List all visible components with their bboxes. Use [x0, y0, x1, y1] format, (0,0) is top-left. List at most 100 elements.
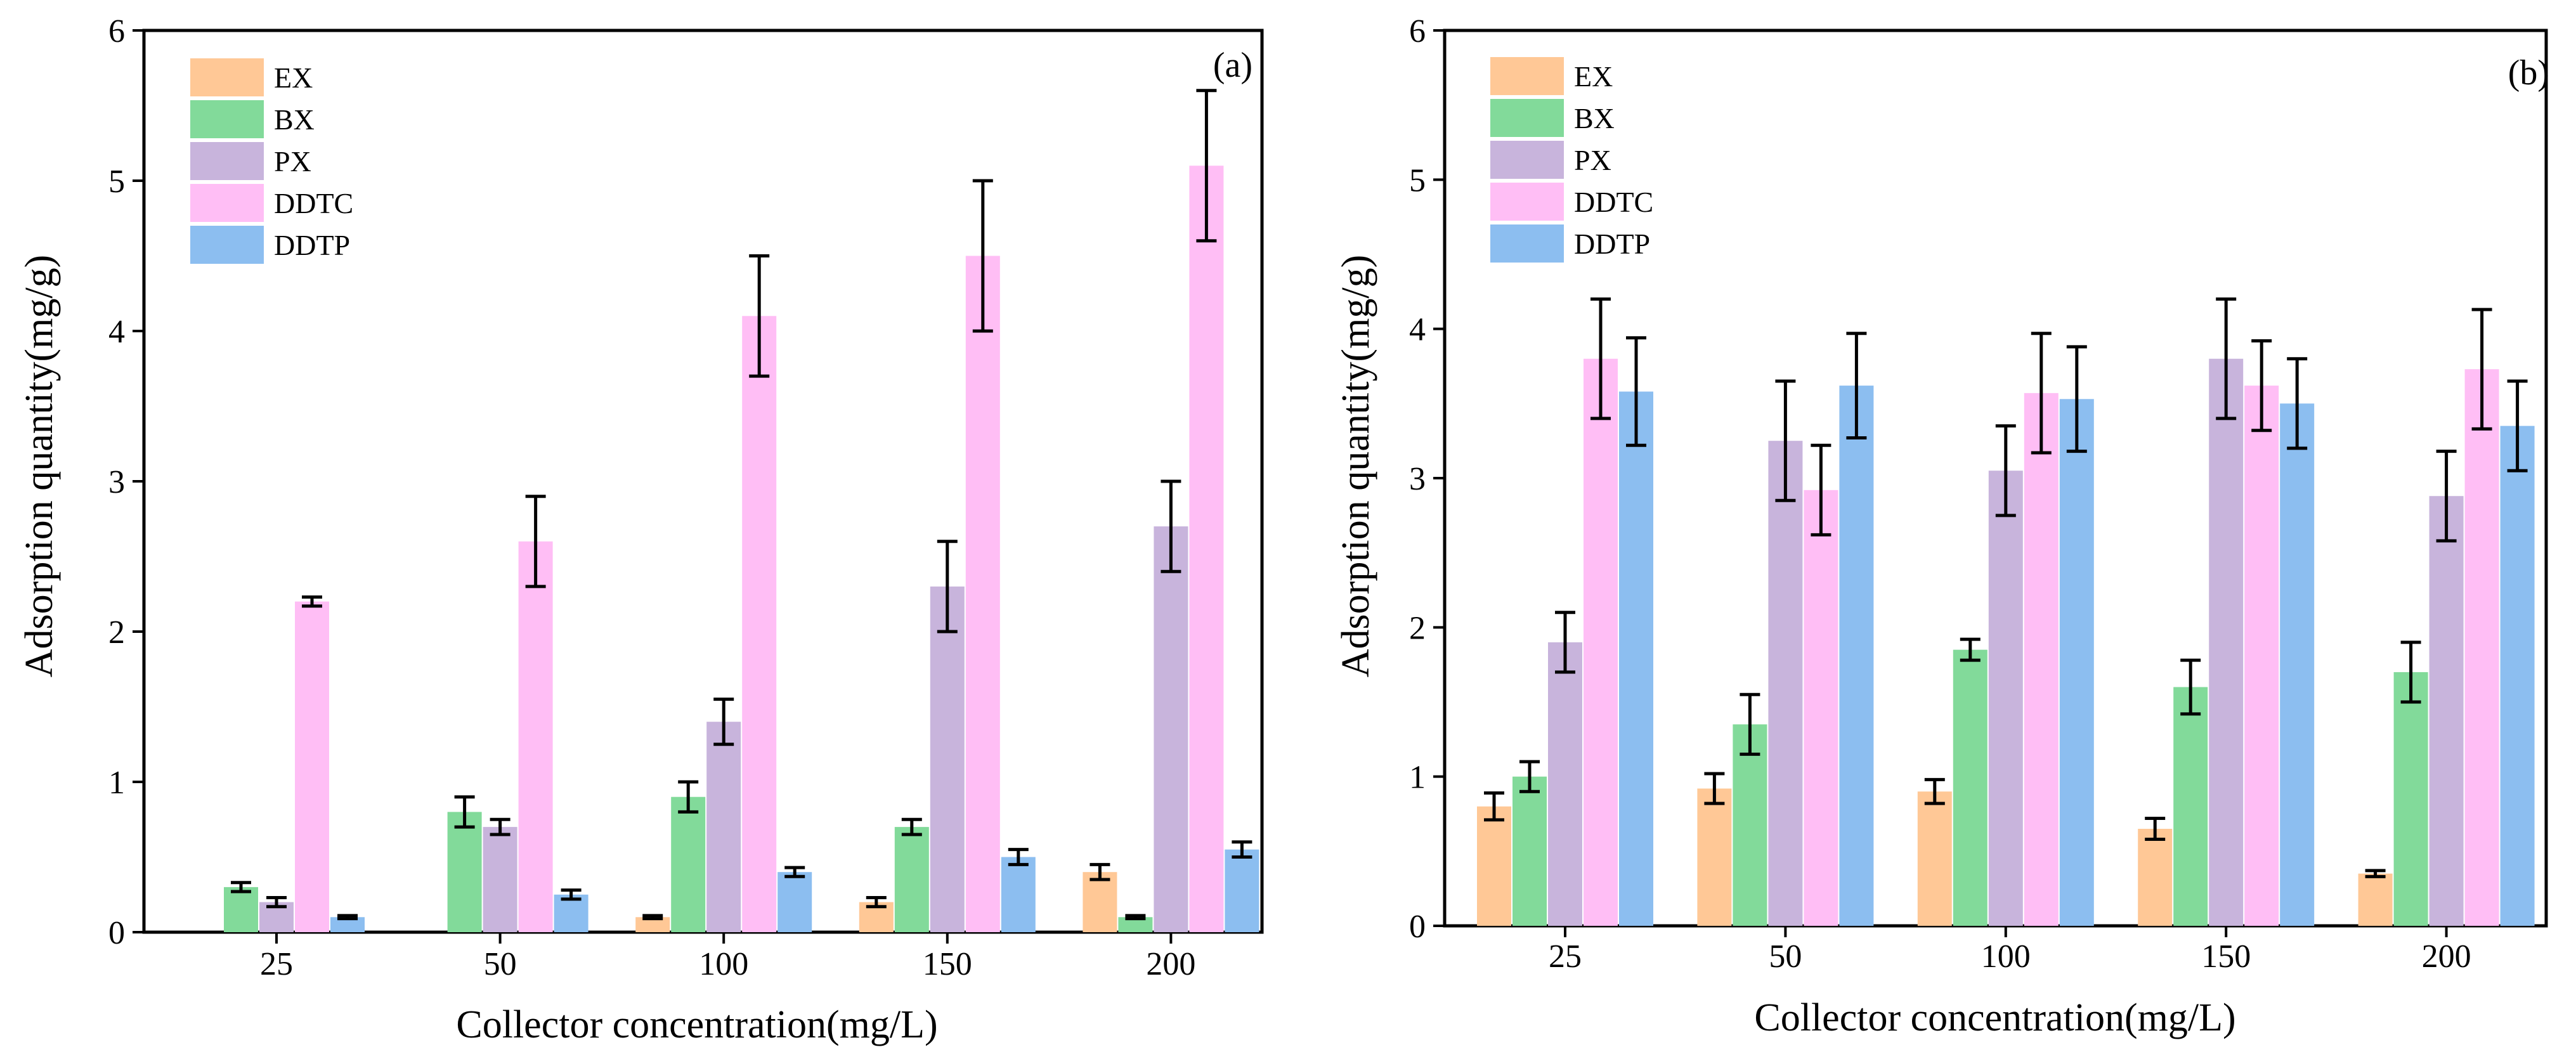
panel-b-bar-ex — [1477, 806, 1511, 926]
panel-b-bar-ddtc — [1584, 358, 1618, 926]
panel-a-xtick-label: 100 — [699, 946, 748, 982]
panel-b-bar-bx — [2173, 687, 2208, 926]
panel-a-legend-swatch-px — [190, 142, 264, 180]
panel-a-bar-bx — [671, 796, 706, 932]
panel-a-legend-label-ddtp: DDTP — [274, 229, 350, 261]
panel-b-legend-swatch-ex — [1490, 57, 1564, 95]
panel-b-ytick-label: 4 — [1409, 312, 1426, 348]
panel-b-bar-bx — [1733, 724, 1767, 926]
panel-a-legend-swatch-ex — [190, 58, 264, 96]
panel-b-bar-ex — [2138, 829, 2173, 926]
panel-b-legend-label-ex: EX — [1574, 60, 1613, 93]
panel-a-ytick-label: 0 — [108, 915, 125, 951]
panel-b-xtick-label: 25 — [1549, 939, 1582, 975]
panel-a-bar-px — [930, 586, 965, 932]
panel-a-ytick-label: 1 — [108, 765, 125, 801]
panel-a-bar-ex — [635, 917, 670, 932]
panel-a-legend-swatch-ddtc — [190, 184, 264, 222]
panel-b-ytick-label: 2 — [1409, 610, 1426, 646]
panel-b-bar-px — [2429, 496, 2464, 926]
panel-a-xtick-label: 150 — [923, 946, 972, 982]
panel-b-legend-swatch-ddtp — [1490, 224, 1564, 263]
panel-a-ylabel: Adsorption quantity(mg/g) — [18, 255, 61, 677]
panel-a-bar-bx — [447, 812, 482, 932]
panel-b-bar-ddtp — [2500, 426, 2535, 926]
panel-a-bar-ddtp — [777, 872, 812, 932]
panel-b-ytick-label: 5 — [1409, 162, 1426, 198]
panel-a-bar-ddtc — [518, 541, 553, 932]
panel-a-bar-px — [706, 722, 741, 932]
panel-a-xtick-label: 25 — [260, 946, 293, 982]
panel-a-chart: Adsorption quantity(mg/g) Collector conc… — [18, 13, 1264, 1046]
panel-b-xlabel: Collector concentration(mg/L) — [1754, 996, 2235, 1039]
panel-b-chart: Adsorption quantity(mg/g) Collector conc… — [1334, 13, 2549, 1039]
panel-b-legend-swatch-bx — [1490, 99, 1564, 137]
panel-a-xtick-label: 50 — [484, 946, 517, 982]
panel-a-ytick-label: 4 — [108, 314, 125, 350]
panel-b-bar-ddtp — [1619, 391, 1653, 926]
panel-a-legend-label-bx: BX — [274, 103, 315, 136]
panel-b-ytick-label: 6 — [1409, 13, 1426, 49]
panel-b-bar-ddtc — [2244, 386, 2279, 926]
panel-a-bar-ddtp — [1225, 849, 1259, 932]
panel-a-ytick-label: 5 — [108, 164, 125, 200]
panel-b-bar-px — [1768, 441, 1803, 926]
panel-b-legend-swatch-px — [1490, 141, 1564, 179]
panel-b-legend-label-px: PX — [1574, 144, 1611, 176]
panel-a-bar-ddtp — [330, 917, 365, 932]
panel-b-bar-ddtc — [2464, 369, 2499, 926]
panel-b-xtick-label: 200 — [2422, 939, 2471, 975]
panel-a-legend: EX BX PX DDTC DDTP — [190, 58, 353, 264]
panel-b-bar-ex — [2358, 873, 2393, 926]
panel-a-bar-ddtp — [1001, 857, 1036, 932]
panel-b-bar-px — [1988, 471, 2023, 926]
panel-b-bar-px — [2209, 358, 2244, 926]
panel-b-label: (b) — [2508, 53, 2549, 93]
panel-b-bar-ex — [1697, 788, 1732, 926]
panel-a-label: (a) — [1213, 46, 1252, 85]
panel-b-bar-ex — [1917, 791, 1952, 926]
panel-b-xtick-label: 100 — [1981, 939, 2031, 975]
panel-a-bar-ex — [1083, 872, 1117, 932]
panel-a-bar-bx — [894, 827, 929, 932]
panel-a-bar-ddtc — [1189, 166, 1224, 932]
panel-b-bar-ddtp — [1839, 386, 1874, 926]
panel-b-bar-bx — [1512, 776, 1547, 926]
panel-a-bar-ddtc — [742, 316, 777, 932]
panel-b-ytick-label: 1 — [1409, 760, 1426, 796]
panel-a-ytick-label: 6 — [108, 13, 125, 49]
panel-b-bar-ddtp — [2059, 399, 2094, 926]
panel-a-ytick-label: 3 — [108, 464, 125, 500]
panel-b-bar-bx — [2393, 672, 2428, 926]
panel-a-bar-bx — [224, 887, 258, 932]
panel-b-legend-label-ddtp: DDTP — [1574, 228, 1650, 260]
panel-b-bar-bx — [1953, 649, 1987, 926]
panel-b-xtick-label: 50 — [1769, 939, 1802, 975]
panel-b-legend-label-ddtc: DDTC — [1574, 186, 1653, 218]
panel-a-bar-ddtc — [965, 256, 1000, 932]
panel-a-legend-label-ex: EX — [274, 62, 313, 94]
panel-a-xtick-label: 200 — [1146, 946, 1195, 982]
panel-a-bar-ddtc — [295, 601, 329, 932]
panel-b-bar-px — [1548, 642, 1582, 926]
panel-b-ylabel: Adsorption quantity(mg/g) — [1334, 255, 1377, 677]
panel-b-legend-label-bx: BX — [1574, 102, 1615, 134]
panel-a-legend-label-px: PX — [274, 145, 311, 178]
panel-a-bar-bx — [1118, 917, 1153, 932]
panel-a-legend-swatch-bx — [190, 100, 264, 138]
panel-a-legend-swatch-ddtp — [190, 226, 264, 264]
panel-a-bar-px — [483, 827, 517, 932]
panel-b-legend: EX BX PX DDTC DDTP — [1490, 57, 1653, 263]
panel-b-xtick-label: 150 — [2201, 939, 2251, 975]
panel-b-bar-ddtc — [2024, 393, 2059, 926]
panel-b-ytick-label: 0 — [1409, 909, 1426, 945]
panel-b-ytick-label: 3 — [1409, 461, 1426, 497]
panel-a-xlabel: Collector concentration(mg/L) — [456, 1003, 937, 1046]
panel-a-bar-ddtp — [554, 894, 589, 932]
panel-b-legend-swatch-ddtc — [1490, 183, 1564, 221]
panel-b-bar-ddtc — [1804, 490, 1838, 926]
panel-a-legend-label-ddtc: DDTC — [274, 187, 353, 219]
panel-a-ytick-label: 2 — [108, 614, 125, 651]
panel-a-bar-px — [1154, 526, 1188, 932]
